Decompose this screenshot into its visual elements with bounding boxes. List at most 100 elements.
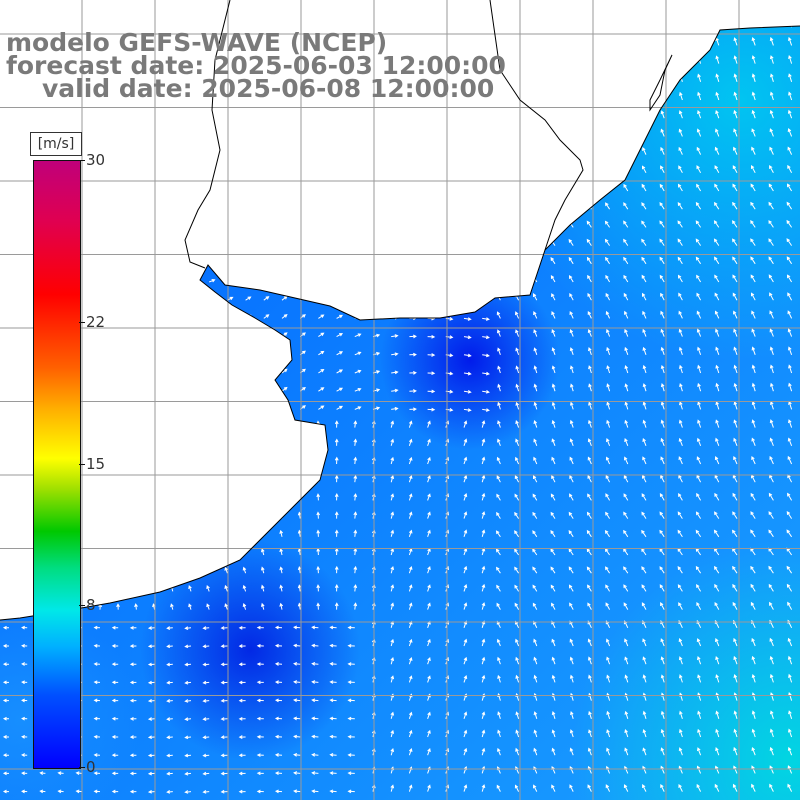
wind-arrow: [497, 711, 501, 719]
wind-arrow: [245, 296, 252, 301]
wind-arrow: [481, 784, 486, 792]
wind-arrow: [409, 134, 417, 139]
wind-arrow: [481, 583, 486, 592]
wind-arrow: [118, 134, 125, 139]
wind-arrow: [714, 183, 720, 192]
wind-arrow: [134, 584, 138, 592]
wind-arrow: [625, 2, 628, 9]
wind-arrow: [605, 292, 611, 301]
wind-arrow: [551, 55, 556, 64]
wind-arrow: [733, 128, 738, 137]
wind-arrow: [642, 310, 647, 319]
wind-arrow: [715, 674, 720, 683]
wind-arrow: [336, 26, 344, 28]
wind-arrow: [733, 328, 738, 337]
wind-arrow: [623, 165, 629, 174]
wind-arrow: [732, 183, 738, 192]
wind-arrow: [279, 493, 284, 501]
wind-arrow: [354, 351, 362, 356]
wind-arrow: [606, 638, 611, 647]
wind-arrow: [695, 220, 702, 228]
wind-arrow: [184, 699, 192, 703]
wind-arrow: [568, 566, 574, 574]
wind-arrow: [570, 383, 574, 392]
wind-arrow: [606, 710, 611, 719]
wind-arrow: [550, 548, 556, 556]
wind-arrow: [263, 150, 270, 156]
wind-arrow: [224, 493, 229, 501]
wind-arrow: [481, 438, 486, 446]
wind-arrow: [569, 310, 574, 319]
wind-arrow: [678, 638, 683, 647]
wind-arrow: [570, 55, 574, 64]
wind-arrow: [274, 753, 283, 757]
wind-arrow: [769, 673, 774, 683]
wind-arrow: [134, 439, 138, 446]
wind-arrow: [642, 292, 647, 301]
colorbar-tick-mark: [79, 321, 85, 323]
wind-arrow: [497, 420, 501, 428]
wind-arrow: [787, 128, 793, 137]
forecast-date: forecast date: 2025-06-03 12:00:00: [6, 51, 506, 80]
wind-arrow: [116, 603, 120, 610]
wind-arrow: [695, 256, 702, 265]
wind-arrow: [496, 784, 501, 792]
wind-arrow: [172, 115, 180, 120]
wind-arrow: [224, 584, 229, 592]
wind-arrow: [318, 405, 325, 410]
wind-arrow: [463, 529, 468, 537]
wind-arrow: [224, 421, 229, 428]
wind-arrow: [678, 492, 683, 501]
wind-arrow: [27, 116, 34, 120]
wind-arrow: [245, 241, 252, 247]
wind-arrow: [463, 353, 472, 358]
wind-arrow: [641, 493, 647, 501]
wind-arrow: [2, 698, 10, 703]
wind-arrow: [26, 476, 30, 483]
wind-arrow: [8, 603, 12, 610]
wind-arrow: [408, 638, 413, 647]
wind-arrow: [496, 566, 501, 574]
wind-arrow: [242, 512, 247, 519]
wind-arrow: [118, 225, 125, 230]
wind-arrow: [311, 661, 319, 666]
wind-arrow: [623, 256, 629, 265]
wind-arrow: [391, 224, 399, 229]
wind-arrow: [515, 419, 520, 428]
wind-arrow: [81, 335, 89, 339]
wind-arrow: [245, 387, 252, 392]
wind-arrow: [318, 205, 325, 210]
wind-arrow: [715, 401, 720, 410]
wind-arrow: [679, 382, 683, 392]
wind-arrow: [224, 566, 229, 574]
wind-arrow: [279, 420, 284, 428]
wind-arrow: [532, 202, 538, 210]
wind-arrow: [551, 37, 556, 46]
wind-arrow: [482, 135, 490, 139]
wind-arrow: [787, 328, 793, 337]
wind-arrow: [134, 603, 138, 610]
wind-arrow: [242, 493, 247, 501]
wind-arrow: [206, 566, 210, 574]
wind-arrow: [391, 115, 399, 120]
wind-arrow: [184, 644, 192, 649]
wind-arrow: [769, 91, 774, 101]
wind-arrow: [136, 389, 143, 394]
wind-arrow: [347, 625, 355, 630]
wind-arrow: [188, 548, 192, 556]
wind-arrow: [714, 783, 720, 792]
wind-arrow: [353, 511, 358, 519]
wind-arrow: [27, 298, 34, 302]
wind-arrow: [786, 583, 793, 592]
wind-arrow: [733, 637, 738, 647]
wind-arrow: [190, 115, 198, 120]
wind-arrow: [190, 406, 198, 411]
wind-arrow: [21, 662, 28, 666]
wind-arrow: [263, 114, 270, 119]
wind-arrow: [281, 186, 288, 192]
wind-arrow: [588, 729, 592, 738]
wind-arrow: [409, 389, 417, 393]
wind-arrow: [390, 438, 395, 446]
wind-arrow: [642, 437, 647, 446]
wind-arrow: [99, 371, 107, 376]
